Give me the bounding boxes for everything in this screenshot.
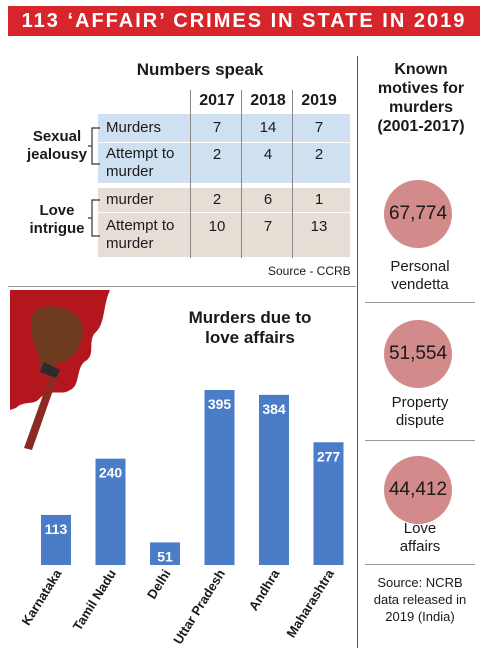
motive-divider-3 — [365, 564, 475, 565]
motives-title: Known motives for murders (2001-2017) — [377, 61, 465, 135]
motive-label-personal-vendetta: Personal vendetta — [390, 258, 450, 293]
bar-tamil-nadu — [95, 458, 126, 565]
bar-maharashtra — [313, 442, 344, 565]
column-divider — [357, 56, 358, 648]
row-band-sj-murders — [98, 114, 350, 142]
bar-value-label: 277 — [317, 448, 341, 464]
motive-circle-property-dispute: 51,554 — [384, 320, 452, 388]
year-header-2018: 2018 — [250, 92, 286, 109]
year-header-2019: 2019 — [301, 92, 337, 109]
group-brackets — [88, 127, 100, 237]
motive-divider-2 — [365, 440, 475, 441]
motive-circle-personal-vendetta: 67,774 — [384, 180, 452, 248]
row-label-li-attempt: Attempt to murder — [106, 217, 175, 252]
bar-value-label: 51 — [157, 548, 173, 564]
group-label-love-intrigue: Love intrigue — [29, 202, 85, 237]
table-title: Numbers speak — [136, 60, 264, 79]
value-sj-murders-2017: 7 — [212, 119, 222, 136]
bar-chart: 113 Karnataka 240 Tamil Nadu 51 Delhi 395 Uttar… — [19, 390, 344, 647]
year-header-2017: 2017 — [199, 92, 235, 109]
value-sj-murders-2019: 7 — [314, 119, 324, 136]
value-li-murder-2018: 6 — [263, 191, 273, 208]
category-label: Karnataka — [19, 566, 65, 628]
banner-title: 113 ‘AFFAIR’ CRIMES IN STATE IN 2019 — [8, 6, 480, 36]
group-label-sexual-jealousy: Sexual jealousy — [26, 128, 88, 163]
bar-delhi — [150, 542, 180, 565]
value-li-attempt-2017: 10 — [208, 218, 226, 235]
value-li-attempt-2019: 13 — [310, 218, 328, 235]
motive-label-love-affairs: Love affairs — [399, 520, 441, 555]
bar-value-label: 113 — [45, 521, 68, 537]
category-label: Tamil Nadu — [70, 567, 119, 634]
table-col-sep-1 — [190, 90, 191, 258]
category-label: Delhi — [144, 567, 174, 602]
table-col-sep-3 — [292, 90, 293, 258]
value-sj-attempt-2017: 2 — [212, 146, 222, 163]
row-band-li-murder — [98, 188, 350, 212]
table-col-sep-2 — [241, 90, 242, 258]
bar-uttar-pradesh — [204, 390, 235, 565]
row-band-li-attempt — [98, 213, 350, 257]
chart-title: Murders due to love affairs — [188, 308, 312, 347]
value-sj-murders-2018: 14 — [259, 119, 277, 136]
table-source: Source - CCRB — [268, 264, 351, 278]
bar-value-label: 395 — [208, 396, 232, 412]
motive-label-property-dispute: Property dispute — [391, 394, 449, 429]
category-label: Maharashtra — [283, 566, 337, 640]
value-li-murder-2019: 1 — [314, 191, 324, 208]
value-li-murder-2017: 2 — [212, 191, 222, 208]
motive-divider-1 — [365, 302, 475, 303]
bar-andhra — [259, 394, 289, 565]
row-label-sj-murders: Murders — [106, 119, 162, 136]
row-band-sj-attempt — [98, 143, 350, 183]
knife-illustration — [10, 290, 110, 450]
motives-source: Source: NCRB data released in 2019 (Indi… — [373, 575, 467, 624]
row-label-li-murder: murder — [106, 191, 154, 208]
value-sj-attempt-2018: 4 — [263, 146, 273, 163]
row-label-sj-attempt: Attempt to murder — [106, 145, 175, 180]
value-li-attempt-2018: 7 — [263, 218, 273, 235]
section-divider — [8, 286, 356, 287]
category-label: Andhra — [246, 566, 283, 613]
value-sj-attempt-2019: 2 — [314, 146, 324, 163]
bar-value-label: 384 — [262, 401, 286, 417]
bar-value-label: 240 — [99, 465, 123, 481]
motive-circle-love-affairs: 44,412 — [384, 456, 452, 524]
bar-karnataka — [41, 514, 71, 565]
category-label: Uttar Pradesh — [170, 567, 228, 647]
